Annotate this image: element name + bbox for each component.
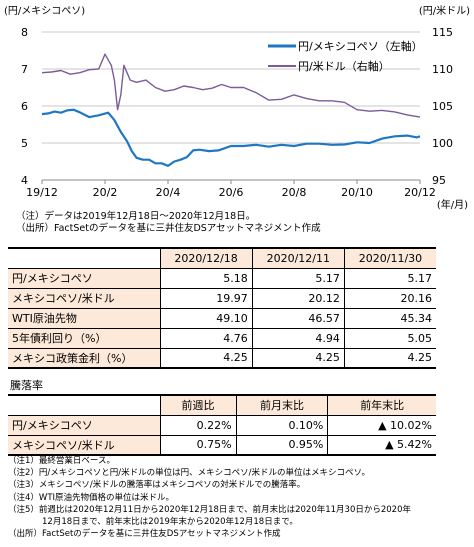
x-tick-label: 20/2 — [93, 186, 118, 199]
right-axis-ticks: 115 110 105 100 95 — [432, 26, 453, 187]
row-label: メキシコペソ/米ドル — [8, 288, 160, 309]
market-data-table: 2020/12/18 2020/12/11 2020/11/30 円/メキシコペ… — [8, 247, 436, 369]
right-tick-label: 95 — [432, 174, 446, 187]
right-tick-label: 110 — [432, 63, 453, 76]
col-header: 2020/12/18 — [159, 247, 253, 269]
chart-grid — [42, 31, 420, 181]
legend-label-usd: 円/米ドル（右軸） — [298, 59, 390, 73]
table-row: 円/メキシコペソ 5.18 5.17 5.17 — [8, 268, 436, 289]
x-tick-label: 20/10 — [341, 186, 373, 199]
row-label: WTI原油先物 — [8, 308, 160, 329]
right-tick-label: 115 — [432, 26, 453, 39]
x-axis-ticks: 19/12 20/2 20/4 20/6 20/8 20/10 20/12 — [26, 180, 436, 199]
col-header: 前月末比 — [235, 394, 328, 416]
col-header: 2020/12/11 — [251, 247, 345, 269]
series-line-jpy-mxn — [41, 108, 421, 167]
change-rate-title: 騰落率 — [10, 379, 43, 392]
x-tick-label: 20/12 — [404, 186, 436, 199]
header-blank — [8, 394, 160, 416]
left-tick-label: 7 — [21, 63, 28, 76]
left-tick-label: 4 — [21, 174, 28, 187]
table-row: 5年債利回り（%） 4.76 4.94 5.05 — [8, 328, 436, 349]
footnote: （注2）円/メキシコペソと円/米ドルの単位は円、メキシコペソ/米ドルの単位はメキ… — [8, 468, 370, 479]
table-row: WTI原油先物 49.10 46.57 45.34 — [8, 308, 436, 329]
x-tick-label: 20/8 — [282, 186, 307, 199]
table-row: 円/メキシコペソ 0.22% 0.10% ▲ 10.02% — [8, 415, 436, 436]
footnote: （注3）メキシコペソ/米ドルの騰落率はメキシコペソの対米ドルでの騰落率。 — [8, 480, 306, 491]
header-blank — [8, 247, 160, 269]
exchange-rate-chart: 8 7 6 5 4 115 110 105 100 95 19/12 20/2 20/4 20/6 20… — [4, 4, 470, 211]
row-label: メキシコペソ/米ドル — [8, 435, 160, 456]
left-tick-label: 5 — [21, 137, 28, 150]
x-tick-label: 20/4 — [156, 186, 181, 199]
left-tick-label: 8 — [21, 26, 28, 39]
footnote: （注4）WTI原油先物価格の単位は米ドル。 — [8, 492, 175, 503]
x-tick-label: 20/6 — [219, 186, 244, 199]
row-label: 円/メキシコペソ — [8, 415, 160, 436]
col-header: 前年末比 — [327, 394, 436, 416]
x-tick-label: 19/12 — [26, 186, 58, 199]
row-label: メキシコ政策金利（%） — [8, 348, 160, 369]
change-rate-table: 前週比 前月末比 前年末比 円/メキシコペソ 0.22% 0.10% ▲ 10.… — [8, 394, 436, 456]
left-axis-ticks: 8 7 6 5 4 — [21, 26, 28, 187]
row-label: 5年債利回り（%） — [8, 328, 160, 349]
table-row: メキシコペソ/米ドル 19.97 20.12 20.16 — [8, 288, 436, 309]
x-unit-label: (年/月) — [437, 198, 468, 211]
legend-label-mxn: 円/メキシコペソ（左軸） — [298, 39, 423, 53]
footnote: （出所）FactSetのデータを基に三井住友DSアセットマネジメント作成 — [8, 529, 281, 540]
table-row: メキシコペソ/米ドル 0.75% 0.95% ▲ 5.42% — [8, 435, 436, 456]
series-line-jpy-usd — [41, 53, 421, 118]
col-header: 2020/11/30 — [343, 247, 436, 269]
left-tick-label: 6 — [21, 100, 28, 113]
footnotes: （注1）最終営業日ベース。 （注2）円/メキシコペソと円/米ドルの単位は円、メキ… — [8, 455, 411, 540]
right-tick-label: 105 — [432, 100, 453, 113]
chart-legend: 円/メキシコペソ（左軸） 円/米ドル（右軸） — [268, 39, 423, 73]
row-label: 円/メキシコペソ — [8, 268, 160, 289]
chart-note: （注）データは2019年12月18日～2020年12月18日。 — [16, 211, 256, 222]
table-row: メキシコ政策金利（%） 4.25 4.25 4.25 — [8, 348, 436, 369]
right-tick-label: 100 — [432, 137, 453, 150]
chart-source: （出所）FactSetのデータを基に三井住友DSアセットマネジメント作成 — [16, 223, 321, 234]
footnote: 12月18日まで、前年末比は2019年末から2020年12月18日まで。 — [8, 517, 298, 528]
chart-series-lines — [41, 53, 421, 167]
footnote: （注5）前週比は2020年12月11日から2020年12月18日まで、前月末比は… — [8, 504, 411, 515]
left-axis-label: (円/メキシコペソ) — [4, 6, 85, 17]
col-header: 前週比 — [159, 394, 237, 416]
right-axis-label: (円/米ドル) — [419, 4, 470, 17]
footnote: （注1）最終営業日ベース。 — [8, 456, 115, 466]
